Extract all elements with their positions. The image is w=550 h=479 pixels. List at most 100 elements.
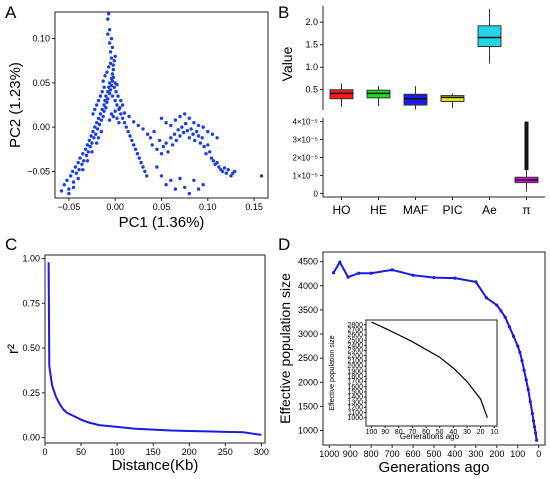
- scatter-point: [169, 178, 173, 182]
- x-tick-label: 100: [510, 449, 525, 459]
- ne-point: [528, 400, 532, 404]
- lower-y-tick-label: 1×10⁻⁵: [292, 171, 318, 180]
- scatter-point: [111, 75, 116, 80]
- scatter-point: [105, 100, 109, 105]
- y-tick-label: 1.00: [22, 254, 40, 264]
- scatter-point: [107, 91, 112, 96]
- ne-point: [520, 359, 524, 363]
- scatter-point: [176, 128, 180, 132]
- scatter-point: [170, 143, 175, 147]
- scatter-point: [102, 109, 106, 113]
- inset-x-tick-label: 20: [477, 429, 485, 436]
- scatter-point: [115, 103, 119, 107]
- scatter-point: [187, 116, 191, 121]
- y-axis-title: r²: [5, 344, 22, 354]
- panel-label-c: C: [5, 235, 17, 254]
- inset-y-tick-label: 2000: [347, 363, 363, 370]
- scatter-point: [136, 123, 140, 128]
- x-tick-label: 0.15: [245, 202, 263, 212]
- panel-b-boxplot: 0.5 1.0 1.5 2.0 0 1×10⁻⁵ 2×10⁻⁵ 3×10⁻⁵ 4×10⁻⁵ Val…: [279, 6, 545, 217]
- scatter-point: [118, 106, 122, 110]
- scatter-point: [97, 122, 102, 127]
- inset-y-tick-label: 1500: [347, 389, 363, 396]
- scatter-point: [182, 130, 186, 135]
- x-tick-label: 0.00: [106, 202, 124, 212]
- ne-point: [453, 276, 457, 280]
- scatter-point: [82, 159, 86, 163]
- scatter-point: [109, 36, 114, 41]
- x-tick-label: HE: [370, 203, 387, 217]
- scatter-point: [180, 125, 184, 129]
- scatter-point: [99, 129, 104, 134]
- lower-y-tick-label: 4×10⁻⁵: [292, 118, 318, 127]
- inset-y-tick-label: 1000: [347, 415, 363, 422]
- panel-label-a: A: [5, 3, 17, 22]
- scatter-point: [208, 150, 212, 154]
- scatter-point: [183, 185, 187, 190]
- scatter-point: [87, 138, 92, 143]
- scatter-point: [204, 152, 208, 156]
- panel-d-line: 1000 900 800 700 600 500 400 300 200 100 010001500…: [277, 251, 546, 476]
- ne-point: [531, 419, 536, 423]
- scatter-point: [96, 136, 101, 140]
- scatter-point: [183, 112, 187, 116]
- x-tick-label: 0.10: [199, 202, 217, 212]
- x-tick-label: 300: [254, 447, 269, 457]
- y-tick-label: 0.10: [32, 34, 50, 44]
- scatter-point: [155, 165, 159, 169]
- y-tick-label: 0.50: [22, 343, 40, 353]
- scatter-point: [191, 132, 195, 136]
- scatter-point: [159, 174, 164, 178]
- upper-y-tick-label: 2.0: [305, 17, 318, 27]
- x-tick-label: 900: [343, 449, 358, 459]
- scatter-point: [108, 61, 113, 66]
- scatter-point: [145, 132, 150, 136]
- scatter-point: [71, 185, 76, 190]
- scatter-point: [93, 125, 97, 129]
- scatter-point: [174, 138, 178, 143]
- scatter-point: [106, 17, 110, 21]
- ne-point: [526, 387, 530, 392]
- ne-point: [432, 276, 436, 280]
- scatter-point: [76, 176, 80, 181]
- inset-x-tick-label: 80: [395, 429, 403, 436]
- scatter-point: [92, 136, 96, 140]
- scatter-point: [113, 98, 117, 103]
- inset-x-tick-label: 40: [449, 429, 457, 436]
- scatter-point: [178, 176, 182, 181]
- scatter-point: [105, 70, 109, 74]
- scatter-point: [137, 156, 141, 160]
- scatter-point: [183, 121, 188, 126]
- scatter-point: [224, 171, 228, 175]
- inset-x-tick-label: 30: [463, 429, 471, 436]
- scatter-point: [85, 159, 90, 163]
- inset-line: [371, 321, 488, 418]
- scatter-point: [222, 166, 227, 170]
- x-tick-label: 300: [468, 449, 483, 459]
- scatter-point: [116, 94, 120, 98]
- inset-x-axis-title: Generations ago: [400, 432, 460, 441]
- y-tick-label: 3000: [298, 329, 318, 339]
- panel-c-frame: [44, 254, 266, 444]
- x-tick-label: 150: [146, 447, 161, 457]
- scatter-point: [220, 169, 225, 174]
- scatter-point: [107, 41, 112, 45]
- scatter-point: [259, 174, 264, 178]
- inset-y-axis-title: Effective population size: [329, 335, 336, 410]
- scatter-point: [104, 106, 108, 110]
- inset-y-tick-label: 2800: [347, 322, 363, 329]
- scatter-point: [110, 45, 115, 50]
- scatter-point: [59, 189, 64, 193]
- x-tick-label: MAF: [403, 203, 428, 217]
- scatter-point: [91, 129, 95, 134]
- scatter-point: [164, 183, 168, 187]
- scatter-point: [211, 159, 216, 163]
- scatter-point: [93, 107, 97, 112]
- scatter-point: [96, 98, 101, 103]
- upper-y-tick-label: 1.5: [305, 40, 318, 50]
- box-5: Ae: [477, 8, 502, 217]
- scatter-point: [217, 165, 221, 169]
- scatter-point: [226, 168, 230, 172]
- scatter-point: [71, 180, 76, 184]
